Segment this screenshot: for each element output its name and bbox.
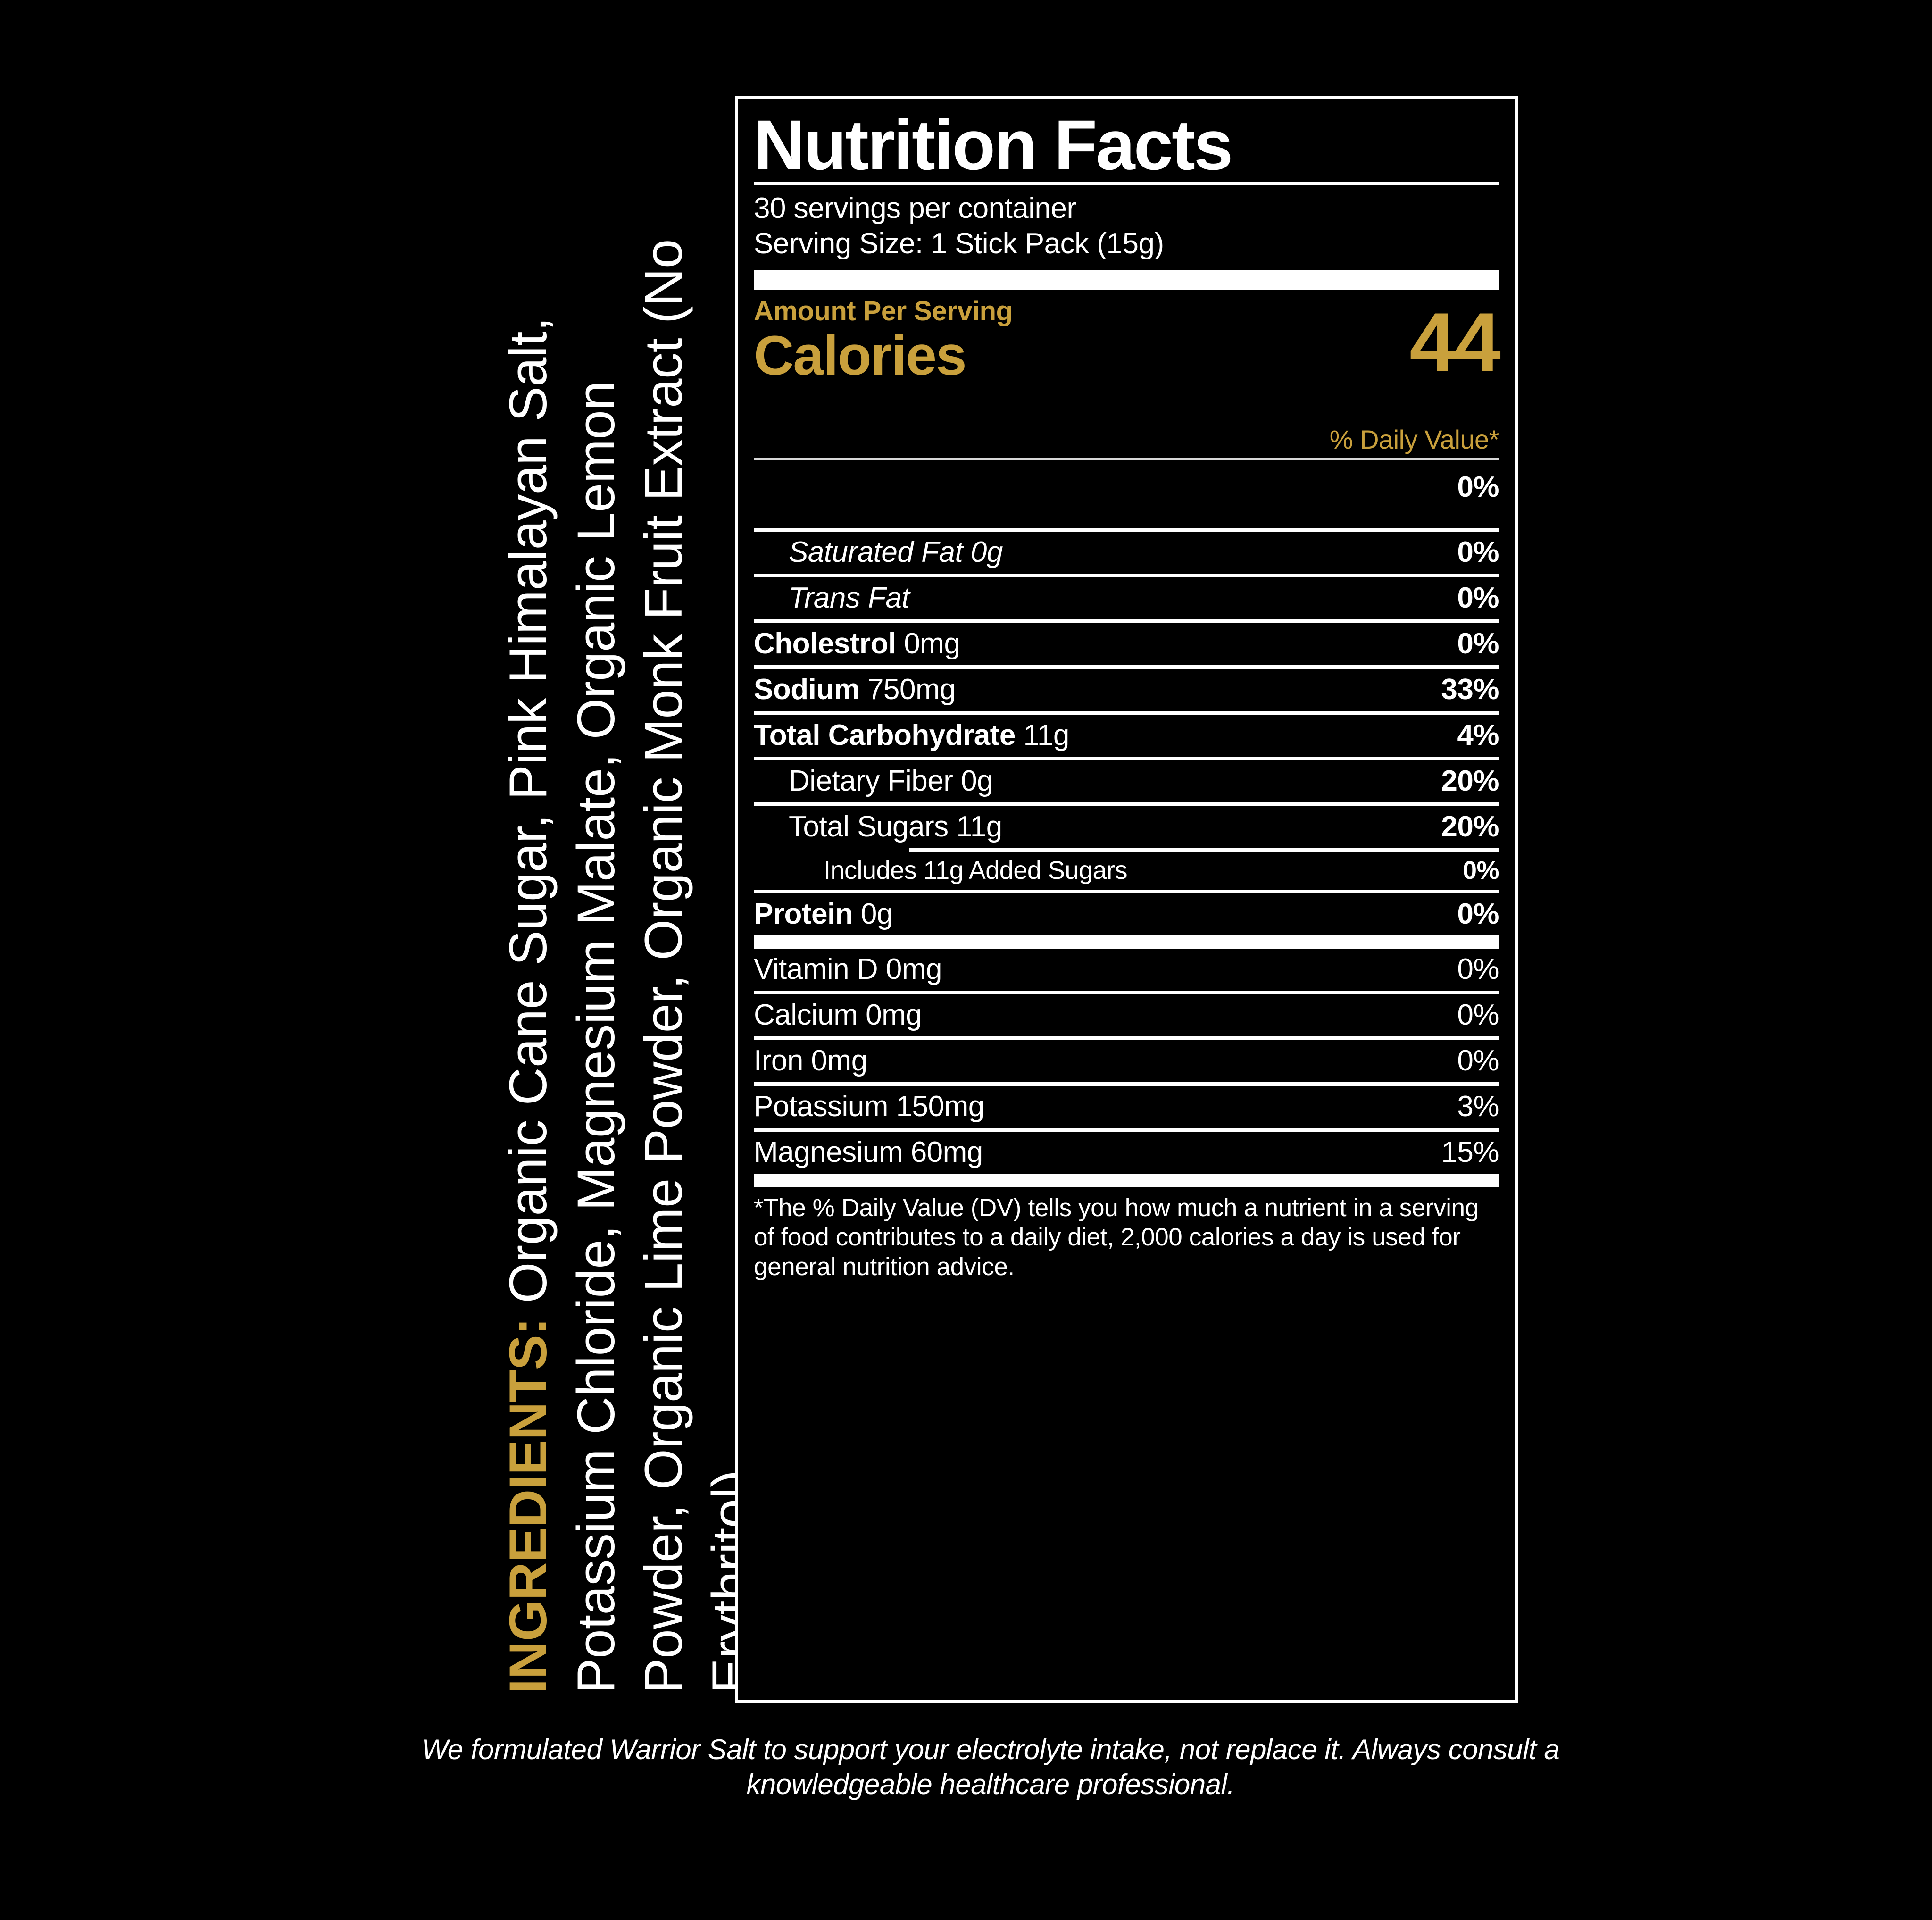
nutrient-percent: 0%: [1462, 856, 1499, 885]
nutrient-percent: 20%: [1441, 764, 1499, 797]
serving-size: Serving Size: 1 Stick Pack (15g): [754, 227, 1164, 260]
nutrient-label: Saturated Fat 0g: [789, 535, 1003, 568]
nutrient-percent: 20%: [1441, 810, 1499, 843]
nutrient-label: Magnesium 60mg: [754, 1135, 983, 1169]
nutrient-label: Iron 0mg: [754, 1044, 867, 1077]
footer-disclaimer: We formulated Warrior Salt to support yo…: [421, 1734, 1560, 1801]
table-row: Magnesium 60mg 15%: [754, 1132, 1499, 1174]
table-row: Total Sugars 11g 20%: [754, 806, 1499, 848]
table-row: Iron 0mg 0%: [754, 1040, 1499, 1082]
thick-rule-top: [754, 270, 1499, 290]
calories-value: 44: [1409, 295, 1501, 389]
nutrient-label: Includes 11g Added Sugars: [824, 856, 1128, 885]
table-row: Dietary Fiber 0g 20%: [754, 760, 1499, 802]
table-row: Protein 0g 0%: [754, 893, 1499, 935]
nutrient-name: Cholestrol: [754, 627, 896, 660]
nutrient-name: Total Carbohydrate: [754, 718, 1016, 751]
calories-block: Amount Per Serving Calories 44: [754, 295, 1501, 416]
row-divider: [754, 1036, 1499, 1040]
thick-rule-micronutrients: [754, 935, 1499, 949]
panel-title: Nutrition Facts: [754, 105, 1233, 184]
amount-per-serving-label: Amount Per Serving: [754, 295, 1013, 326]
ingredients-label: INGREDIENTS:: [499, 1318, 558, 1694]
thick-rule-footnote: [754, 1173, 1499, 1187]
nutrient-name: Protein: [754, 897, 853, 930]
ingredients-text: INGREDIENTS: Organic Cane Sugar, Pink Hi…: [427, 203, 765, 1694]
nutrient-amount: 750mg: [859, 673, 956, 706]
nutrient-percent: 0%: [1457, 998, 1499, 1031]
nutrient-label: Calcium 0mg: [754, 998, 922, 1031]
row-divider: [754, 1082, 1499, 1086]
table-row: Total Carbohydrate 11g 4%: [754, 715, 1499, 757]
nutrient-label: Trans Fat: [789, 581, 910, 614]
row-divider: [754, 573, 1499, 577]
nutrient-percent: 0%: [1457, 581, 1499, 614]
table-row: Sodium 750mg 33%: [754, 669, 1499, 711]
nutrient-percent: 0%: [1457, 535, 1499, 568]
row-divider: [754, 710, 1499, 715]
row-divider-indented: [909, 848, 1499, 852]
nutrient-name: Sodium: [754, 673, 860, 706]
nutrient-percent: 4%: [1457, 718, 1499, 751]
row-divider: [754, 990, 1499, 994]
table-row: Calcium 0mg 0%: [754, 994, 1499, 1036]
nutrient-percent: 3%: [1457, 1090, 1499, 1123]
nutrient-percent: 0%: [1457, 897, 1499, 930]
row-divider: [754, 527, 1499, 532]
row-divider: [754, 619, 1499, 623]
row-divider: [754, 889, 1499, 893]
nutrient-percent: 33%: [1441, 673, 1499, 706]
servings-per-container: 30 servings per container: [754, 192, 1076, 225]
nutrient-label: Sodium 750mg: [754, 673, 956, 706]
nutrient-percent: 0%: [1457, 627, 1499, 660]
table-row: Includes 11g Added Sugars 0%: [754, 852, 1499, 890]
nutrient-percent: 0%: [1457, 952, 1499, 985]
row-divider: [754, 665, 1499, 669]
nutrient-label: Dietary Fiber 0g: [789, 764, 993, 797]
row-divider: [754, 756, 1499, 760]
nutrient-percent: 15%: [1441, 1135, 1499, 1169]
nutrient-label: Total Carbohydrate 11g: [754, 718, 1069, 752]
nutrient-label: Potassium 150mg: [754, 1090, 984, 1123]
ingredients-block: INGREDIENTS: Organic Cane Sugar, Pink Hi…: [427, 203, 760, 1694]
row-divider: [754, 802, 1499, 806]
table-row: Cholestrol 0mg 0%: [754, 623, 1499, 665]
nutrient-percent: 0%: [1457, 1044, 1499, 1077]
rule-above-totalfat: [754, 457, 1499, 460]
table-row: Potassium 150mg 3%: [754, 1086, 1499, 1128]
table-row: Trans Fat 0%: [754, 577, 1499, 619]
daily-value-header: % Daily Value*: [1329, 424, 1499, 454]
table-row: 0%: [754, 460, 1499, 528]
table-row: Vitamin D 0mg 0%: [754, 949, 1499, 991]
title-rule: [754, 181, 1499, 185]
nutrient-amount: 11g: [1015, 718, 1070, 751]
nutrient-label: Vitamin D 0mg: [754, 952, 942, 985]
table-row: Saturated Fat 0g 0%: [754, 532, 1499, 574]
daily-value-footnote: *The % Daily Value (DV) tells you how mu…: [754, 1194, 1479, 1281]
row-divider: [754, 1127, 1499, 1132]
nutrient-label: Total Sugars 11g: [789, 810, 1002, 843]
nutrient-label: Protein 0g: [754, 897, 893, 931]
nutrition-facts-panel: Nutrition Facts 30 servings per containe…: [735, 96, 1518, 1703]
nutrient-amount: 0g: [853, 897, 893, 930]
calories-label: Calories: [754, 324, 967, 387]
nutrient-label: Cholestrol 0mg: [754, 627, 960, 660]
nutrient-amount: 0mg: [896, 627, 960, 660]
nutrient-percent: 0%: [1457, 470, 1499, 503]
